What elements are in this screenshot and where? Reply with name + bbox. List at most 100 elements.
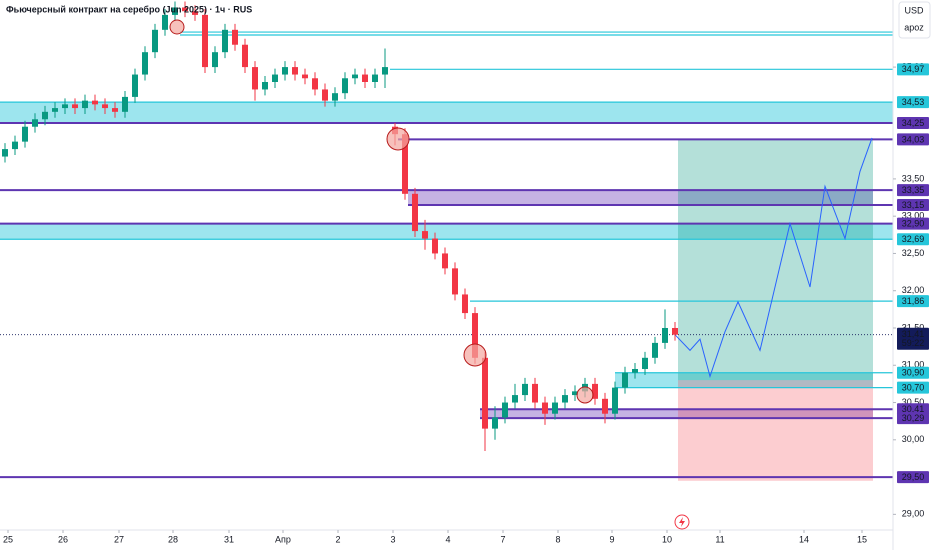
x-tick-label: 4	[445, 534, 450, 544]
currency-box[interactable]	[898, 1, 931, 39]
candle-body	[132, 74, 138, 97]
level-label: 33,35	[902, 185, 925, 195]
current-price-bg	[897, 327, 929, 350]
candle-body	[302, 74, 308, 79]
level-label: 30,41	[902, 404, 925, 414]
level-label-bg	[897, 96, 929, 109]
candle-body	[22, 126, 28, 142]
candle-body	[422, 231, 428, 239]
candle-body	[82, 100, 88, 109]
candle-body	[492, 417, 498, 429]
candle-body	[102, 104, 108, 109]
candle-body	[512, 395, 518, 403]
candle-body	[262, 81, 268, 90]
candle-body	[442, 253, 448, 269]
level-label-bg	[897, 295, 929, 308]
level-label: 34,03	[902, 134, 925, 144]
candle-body	[152, 29, 158, 53]
y-tick-label: 30,50	[902, 397, 925, 407]
candle-body	[382, 67, 388, 75]
zone	[480, 409, 873, 419]
candle-body	[62, 104, 68, 109]
y-tick-label: 33,00	[902, 211, 925, 221]
candle-body	[312, 78, 318, 90]
level-label: 30,29	[902, 413, 925, 423]
candle-body	[212, 52, 218, 68]
level-label: 32,69	[902, 234, 925, 244]
candle-body	[182, 7, 188, 12]
candle-body	[502, 402, 508, 418]
candle-body	[402, 134, 408, 194]
zone	[0, 102, 893, 123]
candle-body	[552, 402, 558, 414]
candle-body	[452, 268, 458, 295]
y-tick-label: 31,50	[902, 322, 925, 332]
candle-body	[462, 294, 468, 314]
level-label-bg	[897, 233, 929, 246]
candle-body	[592, 383, 598, 399]
candle-body	[142, 52, 148, 75]
candle-body	[652, 342, 658, 358]
candle-body	[482, 357, 488, 429]
level-label: 33,15	[902, 200, 925, 210]
marker-circle	[463, 343, 487, 367]
x-tick-label: 3	[390, 534, 395, 544]
candle-body	[622, 372, 628, 388]
projection-path	[674, 137, 873, 379]
x-tick-label: 9	[609, 534, 614, 544]
x-tick-label: 11	[715, 534, 724, 544]
candle-body	[352, 74, 358, 79]
level-label-bg	[897, 184, 929, 197]
level-label: 34,25	[902, 118, 925, 128]
x-tick-label: 15	[857, 534, 867, 544]
candle-body	[32, 119, 38, 127]
candle-body	[112, 108, 118, 112]
candle-body	[122, 96, 128, 112]
candle-body	[232, 29, 238, 45]
candle-body	[202, 14, 208, 68]
x-tick-label: 7	[500, 534, 505, 544]
candle-body	[72, 104, 78, 109]
level-label: 30,90	[902, 368, 925, 378]
level-label-bg	[897, 412, 929, 425]
level-label-bg	[897, 63, 929, 76]
x-tick-label: 10	[662, 534, 672, 544]
candle-body	[322, 89, 328, 101]
candle-body	[12, 141, 18, 150]
candle-body	[282, 67, 288, 75]
position-profit	[678, 139, 873, 381]
x-tick-label: 27	[114, 534, 124, 544]
chart-title: Фьючерсный контракт на серебро (Jun 2025…	[6, 4, 252, 14]
candle-body	[92, 100, 98, 105]
y-tick-label: 29,00	[902, 509, 925, 519]
x-tick-label: Апр	[275, 534, 291, 544]
level-label: 31,86	[902, 296, 925, 306]
level-label-bg	[897, 381, 929, 394]
x-tick-label: 14	[799, 534, 809, 544]
candle-body	[272, 74, 278, 82]
candle-body	[42, 111, 48, 120]
candle-body	[572, 391, 578, 396]
level-label-bg	[897, 217, 929, 230]
zone	[0, 223, 893, 240]
y-tick-label: 30,00	[902, 434, 925, 444]
candle-body	[372, 74, 378, 82]
x-tick-label: 31	[224, 534, 234, 544]
level-label: 32,90	[902, 219, 925, 229]
y-tick-label: 32,50	[902, 248, 925, 258]
marker-circle	[169, 19, 185, 35]
candle-body	[542, 402, 548, 414]
zone	[408, 190, 873, 205]
candle-body	[52, 108, 58, 112]
level-label-bg	[897, 116, 929, 129]
candle-body	[292, 67, 298, 75]
candle-body	[632, 368, 638, 373]
x-tick-label: 26	[58, 534, 68, 544]
y-tick-label: 33,50	[902, 173, 925, 183]
candle-body	[662, 327, 668, 343]
candle-body	[192, 11, 198, 15]
x-tick-label: 2	[335, 534, 340, 544]
countdown-label: 59:22	[902, 338, 925, 348]
x-tick-label: 28	[168, 534, 178, 544]
